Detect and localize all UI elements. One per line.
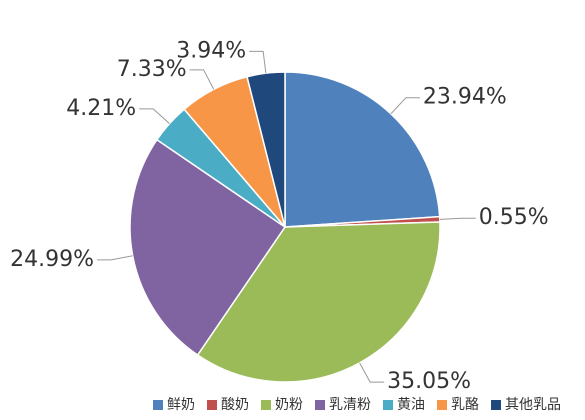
pie-slice bbox=[196, 221, 441, 383]
data-label: 0.55% bbox=[479, 205, 549, 230]
data-label: 23.94% bbox=[423, 85, 507, 110]
legend-label: 黄油 bbox=[397, 396, 425, 413]
legend-label: 乳酪 bbox=[451, 397, 479, 413]
legend-swatch bbox=[261, 400, 271, 410]
legend-swatch bbox=[491, 400, 501, 410]
data-label: 24.99% bbox=[10, 247, 94, 272]
leader-line bbox=[439, 217, 476, 220]
legend-label: 其他乳品 bbox=[505, 397, 561, 413]
legend-label: 奶粉 bbox=[275, 397, 303, 413]
legend-label: 乳清粉 bbox=[329, 397, 371, 413]
leader-line bbox=[139, 108, 170, 124]
legend-swatch bbox=[153, 400, 163, 410]
data-label: 35.05% bbox=[387, 369, 471, 394]
pie-slice bbox=[284, 71, 441, 228]
legend-swatch bbox=[315, 400, 325, 410]
legend-swatch bbox=[383, 400, 393, 410]
data-label: 3.94% bbox=[176, 38, 246, 63]
legend-label: 酸奶 bbox=[221, 397, 249, 413]
leader-line bbox=[359, 362, 385, 383]
leader-line bbox=[390, 97, 420, 115]
legend-label: 鲜奶 bbox=[167, 397, 195, 413]
data-label: 7.33% bbox=[117, 57, 187, 82]
data-label: 4.21% bbox=[66, 96, 136, 121]
leader-line bbox=[97, 255, 133, 261]
legend-swatch bbox=[207, 400, 217, 410]
leader-line bbox=[249, 50, 267, 74]
legend-swatch bbox=[437, 400, 447, 410]
pie-slice bbox=[129, 138, 287, 357]
leader-line bbox=[189, 69, 215, 90]
